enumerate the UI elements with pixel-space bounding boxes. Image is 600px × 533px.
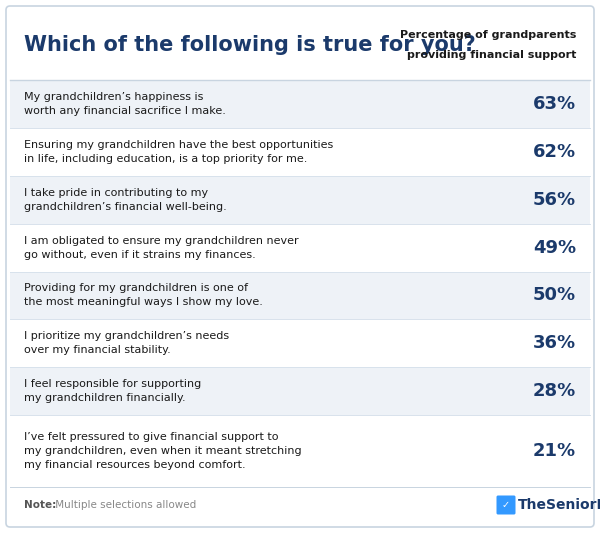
Bar bbox=[10, 224, 590, 271]
Bar bbox=[10, 176, 590, 224]
Text: ✓: ✓ bbox=[502, 500, 510, 510]
Text: Multiple selections allowed: Multiple selections allowed bbox=[52, 500, 196, 510]
Text: Note:: Note: bbox=[24, 500, 56, 510]
Text: 28%: 28% bbox=[533, 382, 576, 400]
Text: 50%: 50% bbox=[533, 286, 576, 304]
Bar bbox=[10, 128, 590, 176]
Text: 21%: 21% bbox=[533, 442, 576, 460]
Bar bbox=[10, 415, 590, 487]
Text: I’ve felt pressured to give financial support to
my grandchildren, even when it : I’ve felt pressured to give financial su… bbox=[24, 432, 302, 470]
FancyBboxPatch shape bbox=[6, 6, 594, 527]
Text: 36%: 36% bbox=[533, 334, 576, 352]
Text: 63%: 63% bbox=[533, 95, 576, 113]
Text: TheSeniorList: TheSeniorList bbox=[518, 498, 600, 512]
Text: I take pride in contributing to my
grandchildren’s financial well-being.: I take pride in contributing to my grand… bbox=[24, 188, 227, 212]
Text: Which of the following is true for you?: Which of the following is true for you? bbox=[24, 35, 476, 55]
Text: Percentage of grandparents: Percentage of grandparents bbox=[400, 29, 576, 39]
Bar bbox=[10, 271, 590, 319]
Text: 62%: 62% bbox=[533, 143, 576, 161]
FancyBboxPatch shape bbox=[497, 496, 515, 514]
Text: 56%: 56% bbox=[533, 191, 576, 209]
Text: providing financial support: providing financial support bbox=[407, 51, 576, 61]
Text: I prioritize my grandchildren’s needs
over my financial stability.: I prioritize my grandchildren’s needs ov… bbox=[24, 332, 229, 356]
Text: Ensuring my grandchildren have the best opportunities
in life, including educati: Ensuring my grandchildren have the best … bbox=[24, 140, 333, 164]
Bar bbox=[10, 80, 590, 128]
Bar bbox=[10, 367, 590, 415]
Text: Providing for my grandchildren is one of
the most meaningful ways I show my love: Providing for my grandchildren is one of… bbox=[24, 284, 263, 308]
Text: 49%: 49% bbox=[533, 239, 576, 256]
Text: I am obligated to ensure my grandchildren never
go without, even if it strains m: I am obligated to ensure my grandchildre… bbox=[24, 236, 299, 260]
Text: I feel responsible for supporting
my grandchildren financially.: I feel responsible for supporting my gra… bbox=[24, 379, 201, 403]
Bar bbox=[10, 319, 590, 367]
Text: My grandchildren’s happiness is
worth any financial sacrifice I make.: My grandchildren’s happiness is worth an… bbox=[24, 92, 226, 116]
